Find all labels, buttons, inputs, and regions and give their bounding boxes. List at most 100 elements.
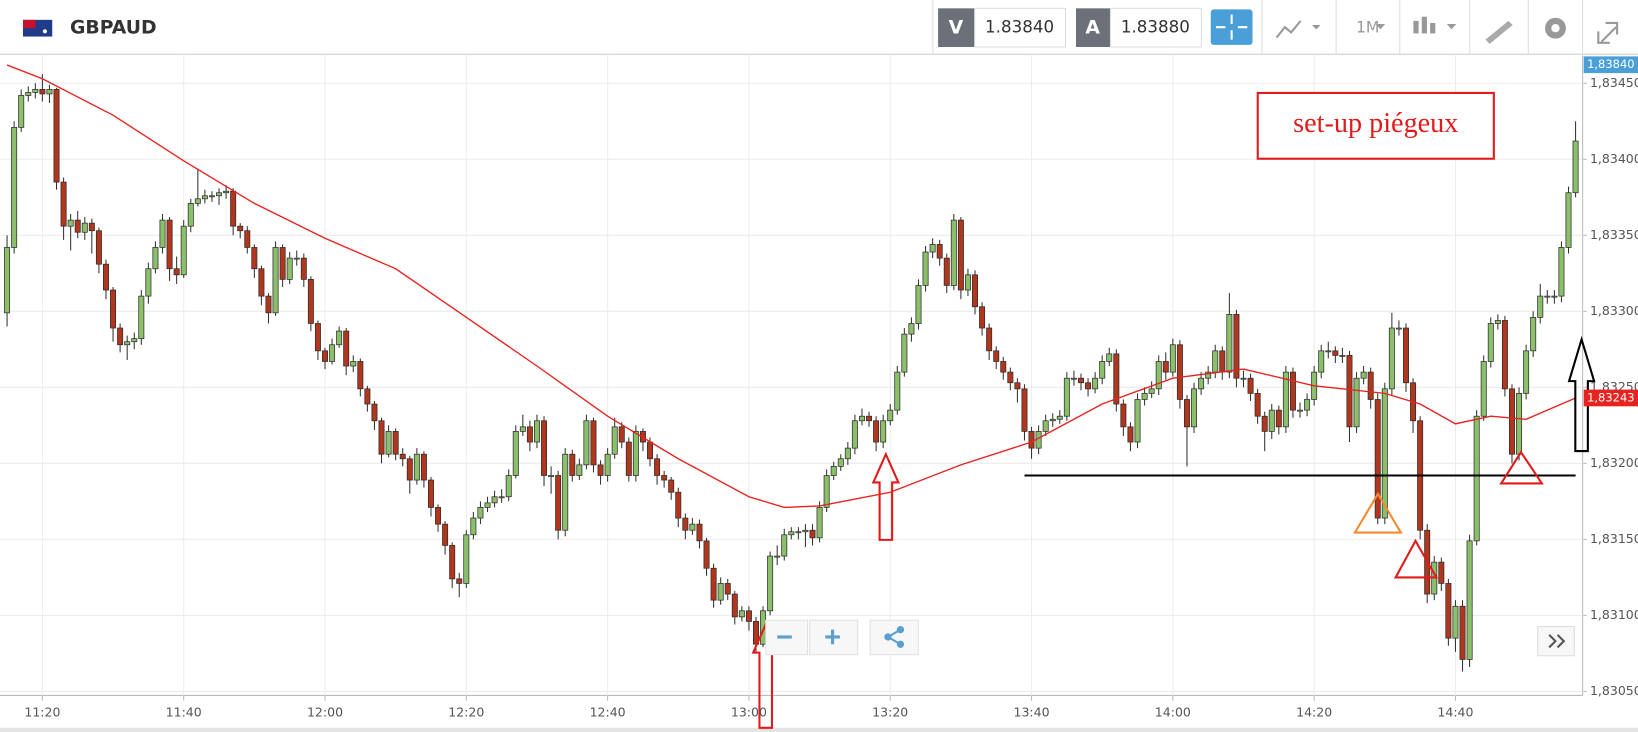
candle-body (230, 190, 237, 227)
candle-body (124, 341, 131, 346)
toolbar (0, 0, 1638, 55)
candle-body (173, 268, 180, 276)
y-tick-label: 1,83150 (1590, 531, 1638, 546)
x-tick-label: 11:20 (24, 705, 60, 720)
candle-body (1459, 605, 1466, 660)
draw-button[interactable] (1483, 20, 1513, 44)
candle-body (60, 181, 67, 227)
bid-box[interactable] (974, 7, 1067, 48)
candle-body (357, 361, 364, 390)
candle-body (1325, 350, 1332, 353)
candle-body (1007, 371, 1014, 384)
candle-body (442, 523, 449, 546)
candle-body (1198, 377, 1205, 390)
candle-body (1551, 295, 1558, 298)
ask-tag-box[interactable] (1075, 8, 1111, 47)
candle-body (1226, 313, 1233, 373)
candle-body (795, 531, 802, 534)
bid-tag-box[interactable] (938, 8, 975, 47)
candle-body (1254, 393, 1261, 417)
candle-body (1049, 418, 1056, 422)
candle-body (1523, 350, 1530, 394)
candle-body (117, 327, 124, 346)
candle-body (307, 279, 314, 324)
candle-body (533, 420, 540, 443)
candle-body (25, 92, 32, 96)
candle-body (972, 274, 978, 308)
candle-body (314, 323, 321, 352)
candle-body (1381, 388, 1388, 519)
candle-body (774, 555, 781, 558)
candle-body (81, 222, 88, 233)
candle-body (428, 479, 434, 508)
candle-body (986, 327, 993, 352)
candle-body (908, 323, 915, 335)
arrow (871, 451, 901, 541)
x-tick-label: 11:40 (166, 705, 202, 720)
candle-body (1042, 420, 1049, 432)
candle-body (1155, 361, 1162, 390)
candle-body (830, 466, 837, 476)
candle-body (1509, 388, 1515, 455)
candle-body (1028, 431, 1035, 449)
candle-body (781, 534, 788, 557)
candle-body (618, 426, 625, 443)
candle-body (731, 593, 738, 618)
candle-body (477, 507, 484, 519)
price-badge (1583, 56, 1638, 74)
candle-body (1304, 399, 1311, 411)
fullscreen-button[interactable] (1597, 21, 1619, 44)
candle-body (583, 420, 590, 466)
triangle (1499, 450, 1544, 485)
y-tick-label: 1,83100 (1590, 607, 1638, 622)
candle-body (957, 219, 964, 291)
candle-body (1289, 371, 1296, 411)
candle-body (152, 247, 159, 270)
annotation-text: set-up piégeux (1293, 108, 1458, 139)
share-button[interactable] (869, 619, 919, 656)
candle-body (1000, 361, 1007, 373)
candle-body (675, 491, 682, 519)
grid (0, 55, 1587, 701)
candle-body (936, 244, 943, 259)
candle-body (1268, 409, 1275, 432)
candle-body (1275, 409, 1282, 428)
share-icon (884, 626, 905, 648)
candle-body (187, 203, 194, 227)
bottom-bar (0, 727, 1638, 732)
x-tick-label: 12:40 (590, 705, 626, 720)
triangle (1393, 538, 1439, 579)
annotation-box: set-up piégeux (1256, 91, 1495, 160)
chart-type-button[interactable] (1275, 20, 1321, 39)
annotation-shapes (751, 335, 1596, 729)
candle-body (505, 475, 512, 498)
candle-body (703, 540, 710, 569)
candle-body (272, 247, 279, 314)
candle-body (1078, 377, 1084, 384)
candle-body (420, 453, 427, 481)
price-badge-label: 1,83243 (1587, 390, 1634, 404)
settings-button[interactable] (1545, 17, 1566, 39)
ask-box[interactable] (1109, 7, 1202, 48)
candle-body (1565, 192, 1572, 248)
candle-body (180, 225, 187, 276)
candle-body (1445, 583, 1452, 639)
timeframe[interactable]: 1M (1356, 18, 1379, 37)
candle-body (1092, 377, 1099, 390)
candle-body (4, 247, 11, 314)
candle-body (526, 426, 533, 443)
candle-body (138, 295, 145, 340)
indicators-button[interactable] (1413, 16, 1457, 34)
candle-body (979, 306, 986, 329)
candle-body (456, 578, 463, 584)
y-tick-label: 1,83350 (1590, 227, 1638, 242)
candle-body (1501, 320, 1508, 390)
x-tick-label: 13:00 (731, 705, 767, 720)
candle-body (788, 531, 795, 536)
crosshair-button[interactable] (1210, 9, 1253, 45)
y-tick-label: 1,83400 (1590, 151, 1638, 166)
candle-body (1191, 388, 1198, 428)
candle-body (1438, 561, 1445, 584)
candle-body (131, 338, 138, 343)
candle-body (371, 403, 378, 422)
